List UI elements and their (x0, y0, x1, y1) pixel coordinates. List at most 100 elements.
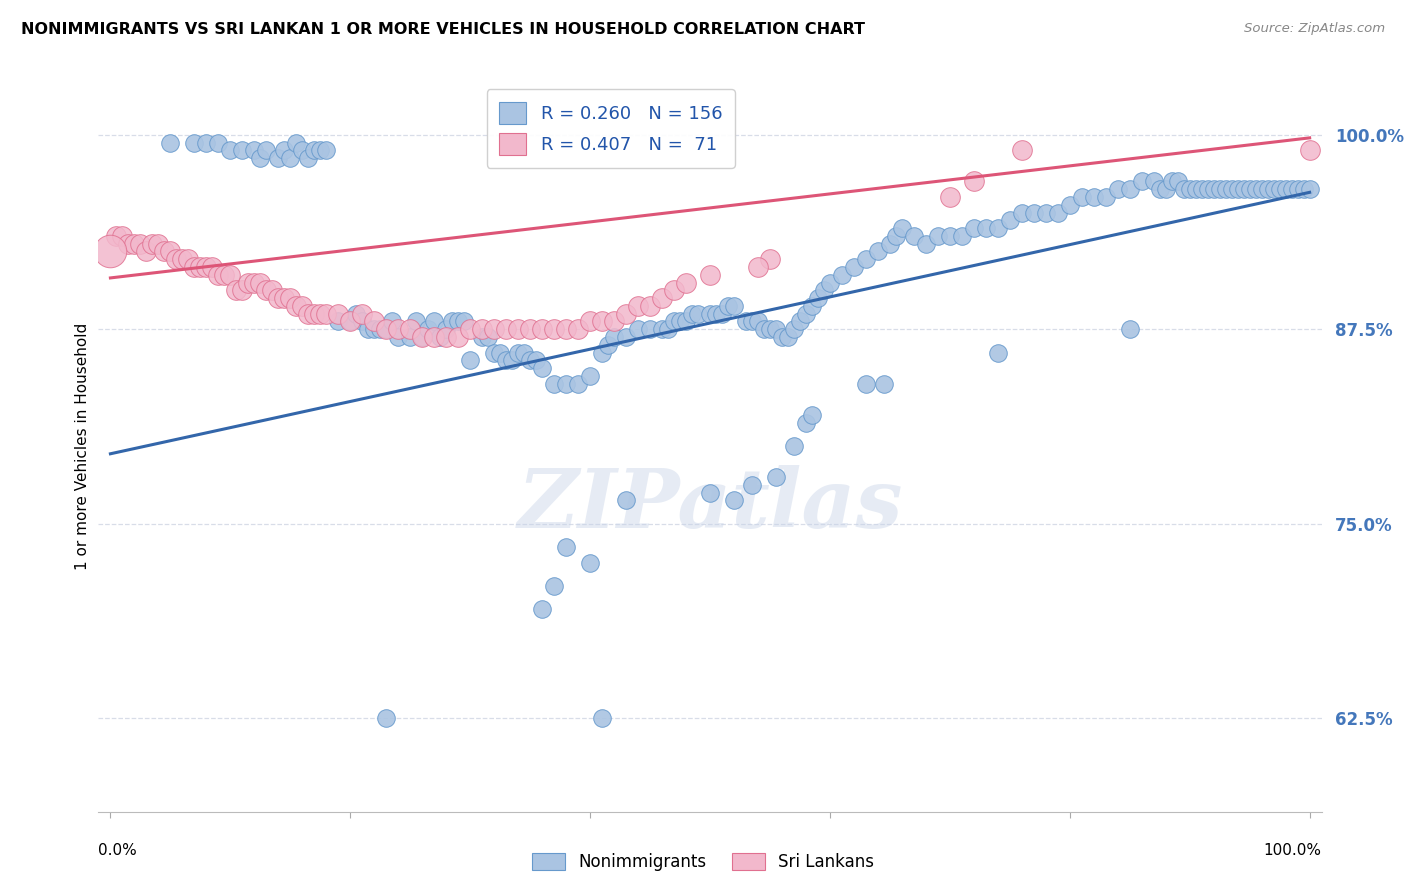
Point (675, 276, 697, 290)
Point (117, 236, 139, 251)
Point (381, 314, 404, 328)
Point (699, 485, 721, 500)
Point (375, 711, 398, 725)
Point (543, 322, 565, 336)
Point (1257, 182, 1279, 196)
Point (262, 284, 284, 298)
Point (477, 330, 499, 344)
Point (291, 299, 314, 313)
Point (105, 228, 128, 243)
Point (662, 314, 685, 328)
Point (974, 221, 997, 235)
Legend: Nonimmigrants, Sri Lankans: Nonimmigrants, Sri Lankans (523, 845, 883, 880)
Point (1208, 182, 1232, 196)
Point (987, 221, 1010, 235)
Point (207, 268, 229, 282)
Point (447, 330, 470, 344)
Point (747, 260, 769, 274)
Point (183, 136, 205, 150)
Point (387, 330, 409, 344)
Point (638, 322, 661, 336)
Point (254, 284, 277, 298)
Point (495, 322, 517, 336)
Point (531, 322, 554, 336)
Point (352, 314, 374, 328)
Point (304, 307, 326, 321)
Point (153, 244, 176, 259)
Point (939, 190, 962, 204)
Point (579, 368, 602, 383)
Point (765, 470, 787, 484)
Point (297, 307, 319, 321)
Point (794, 416, 817, 430)
Point (723, 493, 745, 508)
Point (752, 322, 775, 336)
Point (603, 314, 626, 328)
Point (375, 322, 398, 336)
Point (1130, 174, 1153, 188)
Point (879, 236, 901, 251)
Point (1281, 182, 1303, 196)
Point (453, 314, 475, 328)
Point (998, 213, 1021, 227)
Point (297, 151, 319, 165)
Point (711, 307, 734, 321)
Point (903, 228, 925, 243)
Point (987, 345, 1010, 359)
Point (543, 579, 565, 593)
Point (717, 299, 740, 313)
Point (1226, 182, 1249, 196)
Point (411, 330, 433, 344)
Point (129, 236, 152, 251)
Point (884, 228, 907, 243)
Point (591, 711, 613, 725)
Point (508, 345, 530, 359)
Point (1160, 174, 1182, 188)
Point (890, 221, 912, 235)
Point (188, 260, 211, 274)
Point (765, 322, 787, 336)
Point (555, 376, 578, 391)
Point (513, 345, 536, 359)
Point (873, 376, 896, 391)
Point (278, 291, 301, 305)
Point (579, 556, 602, 570)
Point (434, 322, 457, 336)
Point (735, 314, 758, 328)
Point (531, 361, 554, 376)
Point (1298, 182, 1320, 196)
Point (1094, 190, 1116, 204)
Y-axis label: 1 or more Vehicles in Household: 1 or more Vehicles in Household (75, 322, 90, 570)
Point (195, 136, 218, 150)
Point (1263, 182, 1285, 196)
Point (339, 314, 361, 328)
Point (273, 144, 295, 158)
Point (1022, 205, 1045, 219)
Point (614, 307, 637, 321)
Point (482, 345, 505, 359)
Point (770, 330, 793, 344)
Point (429, 330, 451, 344)
Point (387, 322, 409, 336)
Point (1107, 182, 1129, 196)
Point (363, 314, 385, 328)
Point (1149, 182, 1171, 196)
Point (567, 322, 589, 336)
Point (357, 322, 380, 336)
Point (458, 353, 481, 368)
Point (866, 244, 889, 259)
Point (315, 144, 337, 158)
Point (399, 322, 422, 336)
Point (963, 221, 986, 235)
Point (249, 276, 271, 290)
Point (363, 322, 385, 336)
Point (165, 252, 187, 267)
Point (555, 322, 578, 336)
Point (238, 276, 260, 290)
Point (423, 330, 446, 344)
Point (225, 284, 247, 298)
Point (747, 314, 769, 328)
Point (1184, 182, 1206, 196)
Point (1215, 182, 1237, 196)
Point (195, 260, 218, 274)
